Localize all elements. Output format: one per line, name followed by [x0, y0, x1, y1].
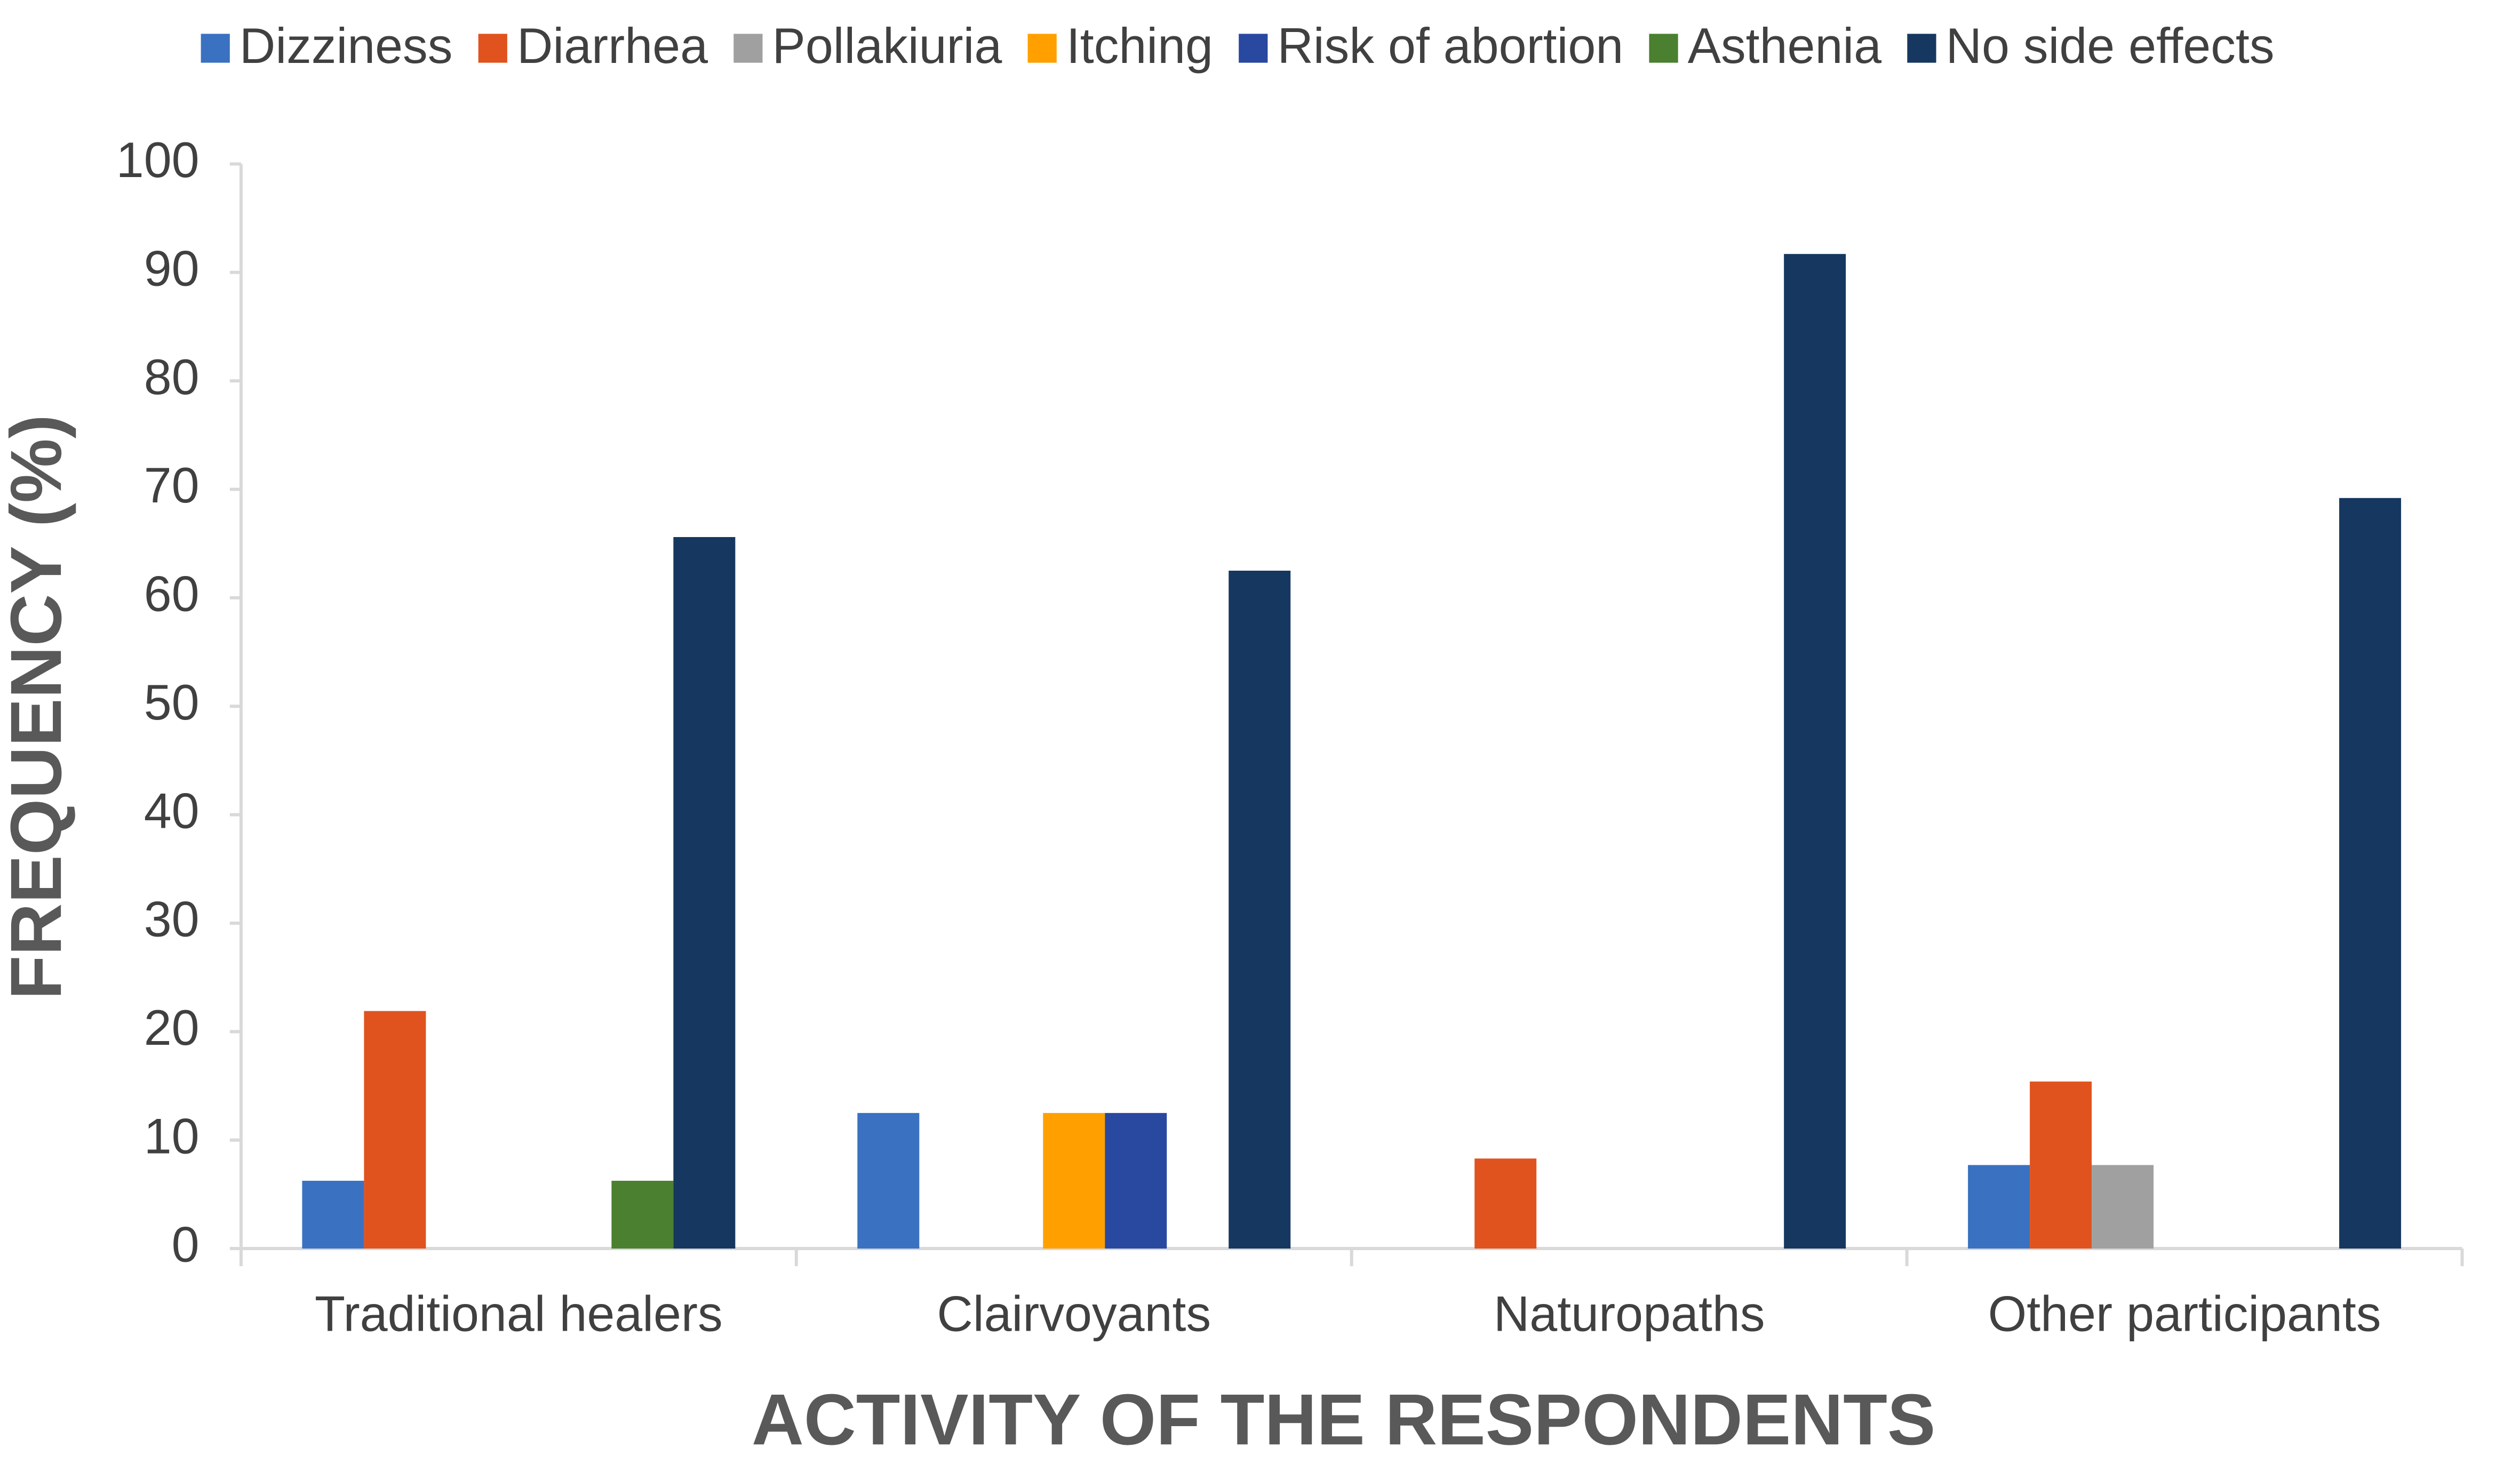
- legend-label: Asthenia: [1688, 18, 1881, 74]
- x-tick-label: Other participants: [1988, 1285, 2381, 1341]
- bar: [1105, 1113, 1167, 1249]
- legend-swatch: [201, 34, 230, 63]
- bar: [2092, 1165, 2154, 1249]
- x-tick-label: Traditional healers: [315, 1285, 723, 1341]
- bar: [2030, 1081, 2092, 1249]
- legend-label: Dizziness: [240, 18, 453, 74]
- legend-label: Pollakiuria: [772, 18, 1002, 74]
- bar: [1968, 1165, 2030, 1249]
- y-tick-label: 10: [144, 1108, 200, 1164]
- legend-swatch: [733, 34, 763, 63]
- y-tick-label: 70: [144, 457, 200, 513]
- bar: [1043, 1113, 1105, 1249]
- y-tick-label: 20: [144, 999, 200, 1055]
- bar: [611, 1180, 674, 1249]
- y-axis-title: FREQUENCY (%): [0, 414, 76, 999]
- bar: [673, 537, 736, 1249]
- legend-swatch: [1907, 34, 1936, 63]
- bar: [857, 1113, 920, 1249]
- legend-label: No side effects: [1946, 18, 2275, 74]
- x-tick-label: Naturopaths: [1494, 1285, 1765, 1341]
- legend-swatch: [1239, 34, 1268, 63]
- y-tick-label: 40: [144, 782, 200, 838]
- bar: [1474, 1158, 1537, 1249]
- y-tick-label: 50: [144, 674, 200, 730]
- y-tick-label: 100: [116, 132, 200, 188]
- y-tick-label: 80: [144, 349, 200, 405]
- bar: [2339, 498, 2402, 1249]
- legend-swatch: [478, 34, 507, 63]
- bar: [302, 1180, 364, 1249]
- bar: [1229, 571, 1291, 1249]
- x-axis-title: ACTIVITY OF THE RESPONDENTS: [752, 1379, 1935, 1460]
- y-tick-label: 30: [144, 891, 200, 947]
- bar: [1784, 254, 1846, 1249]
- legend-label: Itching: [1066, 18, 1213, 74]
- legend-label: Diarrhea: [517, 18, 708, 74]
- y-tick-label: 90: [144, 240, 200, 296]
- bar: [364, 1011, 426, 1249]
- legend-label: Risk of abortion: [1277, 18, 1623, 74]
- y-tick-label: 60: [144, 566, 200, 622]
- legend-swatch: [1649, 34, 1678, 63]
- x-tick-label: Clairvoyants: [937, 1285, 1211, 1341]
- legend-swatch: [1027, 34, 1057, 63]
- y-tick-label: 0: [172, 1217, 200, 1273]
